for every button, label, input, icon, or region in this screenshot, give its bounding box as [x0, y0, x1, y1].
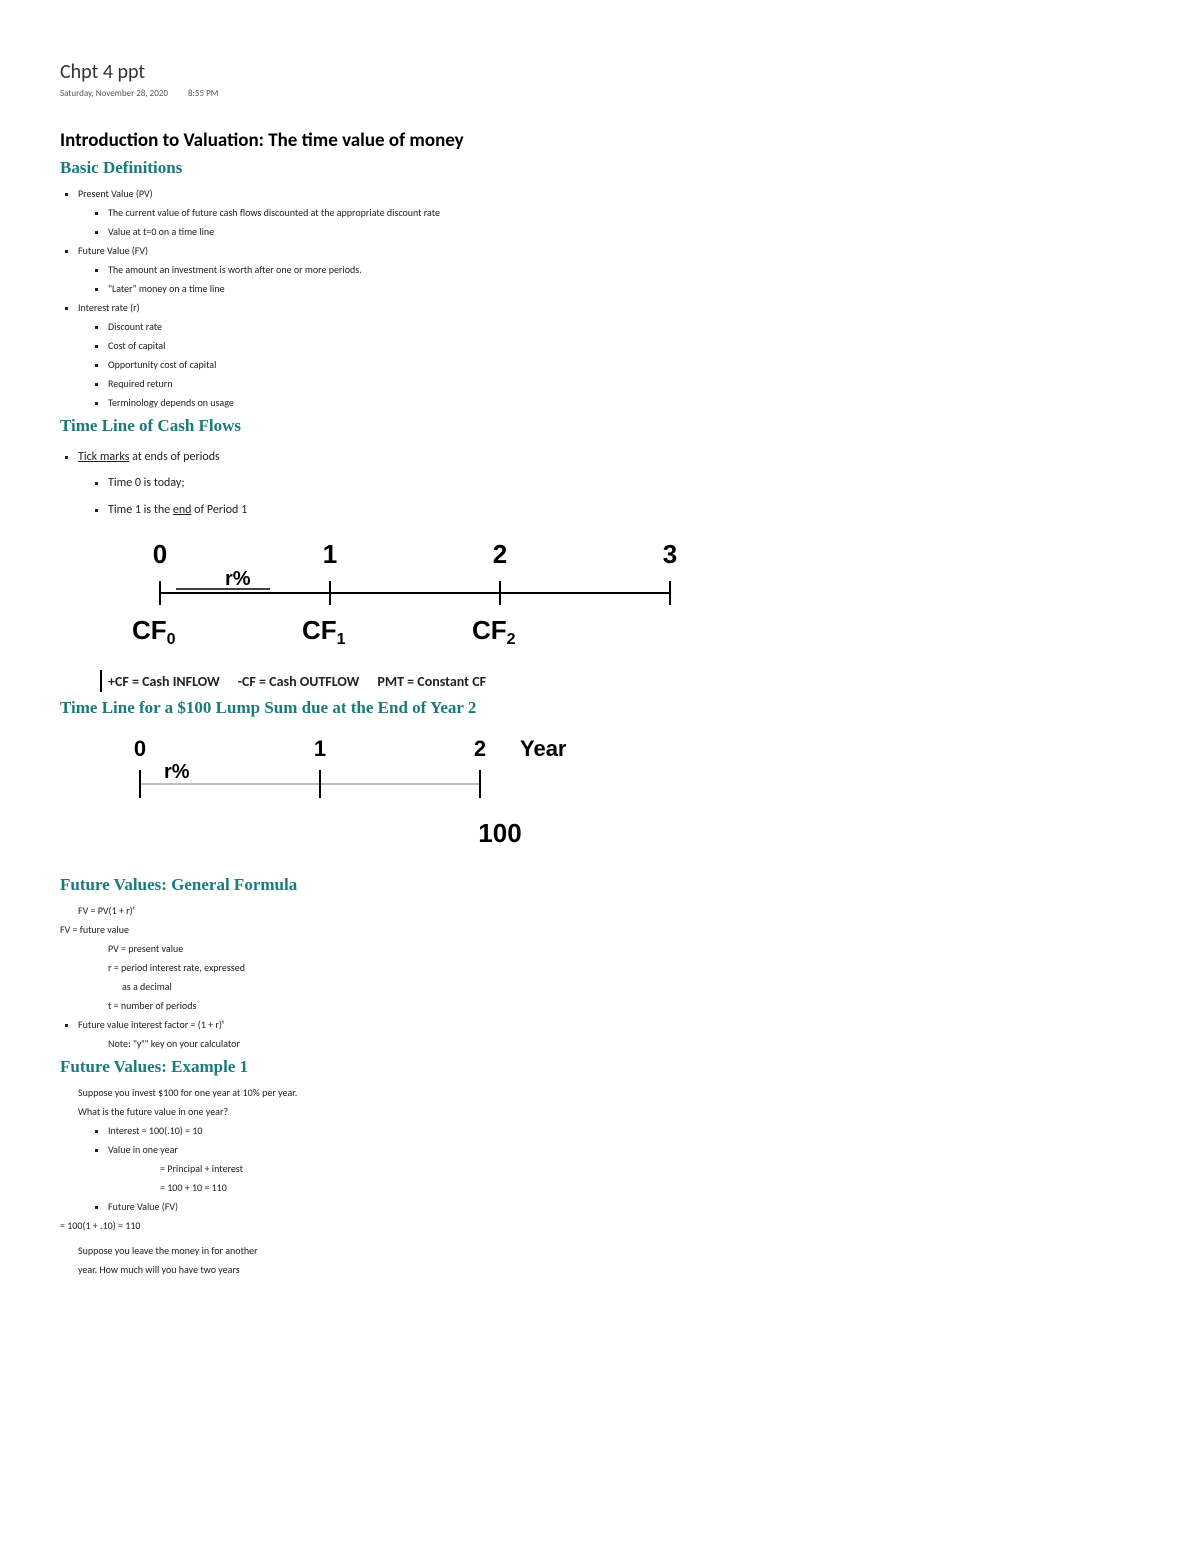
item-time0: Time 0 is today;	[108, 470, 1140, 496]
svg-text:2: 2	[493, 539, 507, 569]
fv-note: Note: "yˣ" key on your calculator	[60, 1034, 1140, 1053]
svg-text:0: 0	[134, 736, 146, 761]
item-fv-2: "Later" money on a time line	[108, 279, 1140, 298]
svg-text:CF0: CF0	[132, 615, 176, 648]
page-title: Chpt 4 ppt	[60, 60, 1140, 84]
svg-text:100: 100	[478, 818, 521, 848]
ex1-p1: Suppose you invest $100 for one year at …	[60, 1083, 1140, 1102]
item-fv: Future Value (FV)	[78, 241, 1140, 260]
item-pv: Present Value (PV)	[78, 184, 1140, 203]
svg-text:Year: Year	[520, 736, 567, 761]
item-ir-4: Required return	[108, 374, 1140, 393]
ex1-b2a: = Principal + interest	[60, 1159, 1140, 1178]
svg-text:2: 2	[474, 736, 486, 761]
fv-l3: r = period interest rate, expressed	[60, 958, 1140, 977]
item-pv-2: Value at t=0 on a time line	[108, 222, 1140, 241]
svg-text:CF1: CF1	[302, 615, 346, 648]
ex1-b1: Interest = 100(.10) = 10	[108, 1121, 1140, 1140]
svg-text:0: 0	[153, 539, 167, 569]
heading-fv-formula: Future Values: General Formula	[60, 875, 1140, 895]
item-ir-1: Discount rate	[108, 317, 1140, 336]
legend-row: +CF = Cash INFLOW -CF = Cash OUTFLOW PMT…	[100, 670, 1140, 692]
fv-l3b: as a decimal	[60, 977, 1140, 996]
ex1-b2b: = 100 + 10 = 110	[60, 1178, 1140, 1197]
ex1-p3: Suppose you leave the money in for anoth…	[60, 1241, 1140, 1260]
legend-outflow: -CF = Cash OUTFLOW	[238, 673, 360, 690]
item-fv-1: The amount an investment is worth after …	[108, 260, 1140, 279]
item-ir-5: Terminology depends on usage	[108, 393, 1140, 412]
diagram-lump-sum: 0 1 2 Year r% 100	[90, 732, 1140, 857]
item-time1: Time 1 is the end of Period 1	[108, 497, 1140, 523]
item-tickmarks: Tick marks at ends of periods	[78, 444, 1140, 470]
svg-text:r%: r%	[164, 761, 190, 783]
fv-eq: FV = PV(1 + r)ᵗ	[60, 901, 1140, 920]
fv-factor: Future value interest factor = (1 + r)ᵗ	[78, 1015, 1140, 1034]
ex1-b3: Future Value (FV)	[108, 1197, 1140, 1216]
svg-text:1: 1	[314, 736, 326, 761]
fv-l1: FV = future value	[60, 920, 1140, 939]
legend-inflow: +CF = Cash INFLOW	[108, 673, 220, 690]
diagram-timeline-cf: 0 1 2 3 r% CF0 CF1 CF2	[100, 537, 1140, 652]
item-ir-3: Opportunity cost of capital	[108, 355, 1140, 374]
heading-timeline: Time Line of Cash Flows	[60, 416, 1140, 436]
ex1-b3a: = 100(1 + .10) = 110	[60, 1216, 1140, 1235]
item-ir-2: Cost of capital	[108, 336, 1140, 355]
heading-fv-ex1: Future Values: Example 1	[60, 1057, 1140, 1077]
svg-text:CF2: CF2	[472, 615, 516, 648]
item-ir: Interest rate (r)	[78, 298, 1140, 317]
svg-text:3: 3	[663, 539, 677, 569]
ex1-p4: year. How much will you have two years	[60, 1260, 1140, 1279]
svg-text:1: 1	[323, 539, 337, 569]
timestamp: Saturday, November 28, 2020 8:55 PM	[60, 88, 1140, 99]
ex1-b2: Value in one year	[108, 1140, 1140, 1159]
fv-l2: PV = present value	[60, 939, 1140, 958]
main-heading: Introduction to Valuation: The time valu…	[60, 129, 1140, 152]
legend-pmt: PMT = Constant CF	[377, 673, 486, 690]
timestamp-time: 8:55 PM	[188, 88, 218, 99]
heading-lump-sum: Time Line for a $100 Lump Sum due at the…	[60, 698, 1140, 718]
item-pv-1: The current value of future cash flows d…	[108, 203, 1140, 222]
timestamp-date: Saturday, November 28, 2020	[60, 88, 168, 99]
fv-l4: t = number of periods	[60, 996, 1140, 1015]
heading-basic-definitions: Basic Definitions	[60, 158, 1140, 178]
svg-text:r%: r%	[225, 568, 251, 590]
legend-bar-icon	[100, 670, 102, 692]
ex1-p2: What is the future value in one year?	[60, 1102, 1140, 1121]
